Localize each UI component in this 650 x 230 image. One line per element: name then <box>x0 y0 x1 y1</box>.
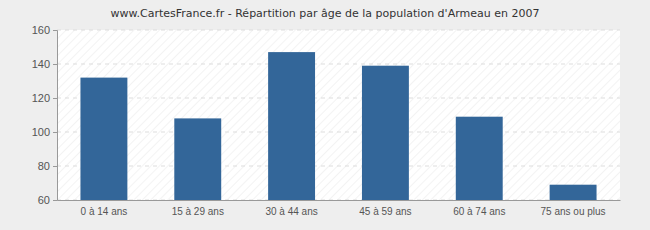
x-tick: 15 à 29 ans <box>172 206 224 217</box>
bar <box>550 185 597 200</box>
x-tick: 45 à 59 ans <box>359 206 411 217</box>
y-tick-mark <box>53 30 57 31</box>
x-tick: 60 à 74 ans <box>453 206 505 217</box>
y-axis-line <box>53 31 58 201</box>
y-tick: 100 <box>32 126 57 138</box>
x-tick-label: 75 ans ou plus <box>541 206 606 217</box>
bar <box>268 52 315 200</box>
y-tick: 120 <box>32 92 57 104</box>
grid-line <box>57 30 620 31</box>
y-tick: 160 <box>32 24 57 36</box>
grid <box>57 30 620 200</box>
x-tick: 0 à 14 ans <box>81 206 128 217</box>
bar <box>362 66 409 200</box>
y-tick-label: 100 <box>32 126 50 138</box>
plot: 60 80 100 120 140 160 0 à 14 ans 15 à 29 ans 30 … <box>32 24 621 217</box>
bar <box>456 117 503 200</box>
x-axis: 0 à 14 ans 15 à 29 ans 30 à 44 ans 45 à 59 … <box>58 201 621 218</box>
y-tick-label: 60 <box>38 194 50 206</box>
grid-line <box>57 64 620 65</box>
y-tick-label: 120 <box>32 92 50 104</box>
x-tick-label: 45 à 59 ans <box>359 206 411 217</box>
bar <box>80 78 127 200</box>
grid-line <box>57 98 620 99</box>
grid-line <box>57 132 620 133</box>
title: www.CartesFrance.fr - Répartition par âg… <box>111 7 540 20</box>
y-tick: 140 <box>32 58 57 70</box>
y-tick-mark <box>53 98 57 99</box>
chart: www.CartesFrance.fr - Répartition par âg… <box>0 0 650 230</box>
y-tick-label: 140 <box>32 58 50 70</box>
y-axis: 60 80 100 120 140 160 <box>32 24 58 206</box>
y-tick: 60 <box>38 194 57 206</box>
x-tick-label: 60 à 74 ans <box>453 206 505 217</box>
background <box>0 0 650 230</box>
y-tick: 80 <box>38 160 57 172</box>
x-tick-label: 0 à 14 ans <box>81 206 128 217</box>
bar <box>174 118 221 200</box>
y-tick-mark <box>53 166 57 167</box>
x-tick: 30 à 44 ans <box>265 206 317 217</box>
grid-line <box>57 166 620 167</box>
plot-area <box>57 30 620 200</box>
x-tick: 75 ans ou plus <box>541 206 606 217</box>
x-tick-label: 30 à 44 ans <box>265 206 317 217</box>
y-tick-mark <box>53 132 57 133</box>
y-tick-label: 80 <box>38 160 50 172</box>
x-tick-label: 15 à 29 ans <box>172 206 224 217</box>
y-tick-mark <box>53 200 57 201</box>
grid-line <box>57 200 620 201</box>
y-tick-mark <box>53 64 57 65</box>
y-tick-label: 160 <box>32 24 50 36</box>
x-axis-line <box>58 200 621 201</box>
bars <box>80 52 596 200</box>
